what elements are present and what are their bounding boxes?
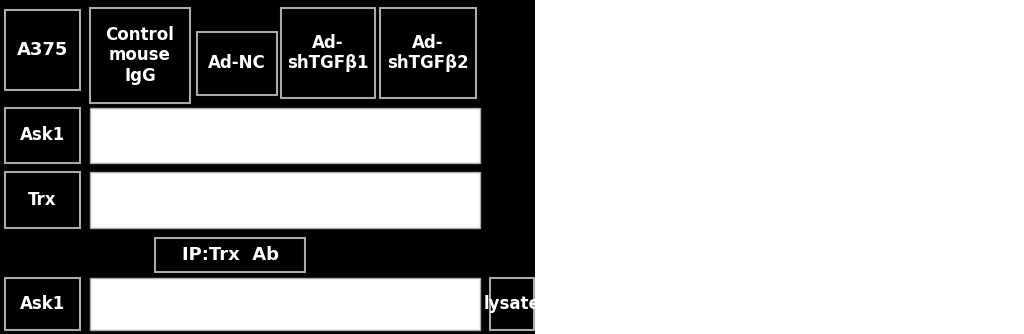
Bar (90, 278, 480, 330)
Text: Ask1: Ask1 (19, 127, 66, 145)
Bar (5, 108, 80, 163)
Bar (90, 172, 480, 228)
Text: Ad-NC: Ad-NC (208, 54, 266, 72)
Text: IP:Trx  Ab: IP:Trx Ab (181, 246, 279, 264)
Bar (490, 278, 534, 330)
Bar (380, 8, 476, 98)
Text: lysate: lysate (483, 295, 541, 313)
Bar (5, 278, 80, 330)
Text: Ask1: Ask1 (19, 295, 66, 313)
Bar (5, 172, 80, 228)
Text: Ad-
shTGFβ1: Ad- shTGFβ1 (288, 34, 369, 72)
Bar (535, 0, 1024, 334)
Bar (155, 238, 305, 272)
Text: Control
mouse
IgG: Control mouse IgG (105, 26, 174, 85)
Bar (90, 8, 190, 103)
Text: Ad-
shTGFβ2: Ad- shTGFβ2 (387, 34, 469, 72)
Bar (90, 108, 480, 163)
Bar (197, 32, 278, 95)
Bar (281, 8, 375, 98)
Text: Trx: Trx (29, 191, 56, 209)
Bar (5, 10, 80, 90)
Text: A375: A375 (16, 41, 69, 59)
